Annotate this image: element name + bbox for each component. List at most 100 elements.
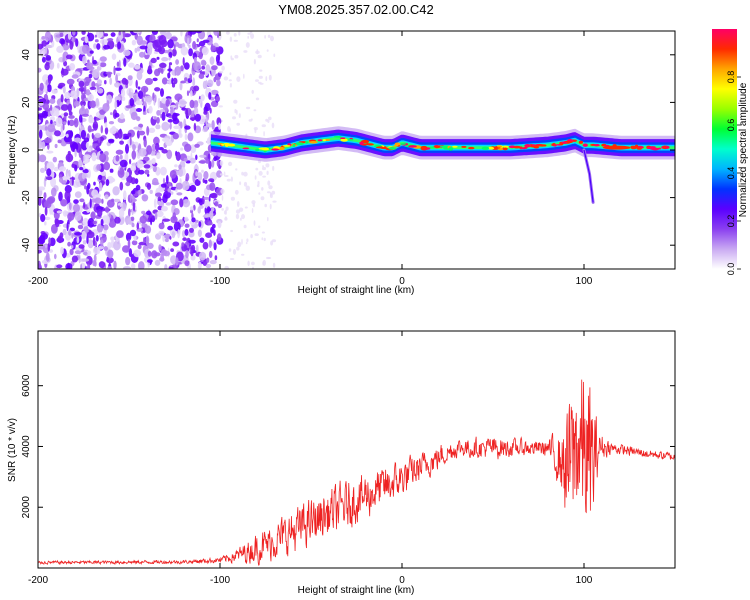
- ridge-hot-spot: [663, 145, 667, 149]
- spectrogram-speckle: [239, 181, 242, 186]
- spectrogram-speckle: [94, 241, 97, 247]
- spectrogram-speckle: [236, 246, 240, 251]
- spectrogram-speckle: [136, 70, 143, 81]
- spectrogram-speckle: [161, 111, 166, 121]
- spectrogram-speckle: [189, 90, 193, 97]
- spectrogram-speckle: [180, 121, 183, 129]
- spectrogram-speckle: [148, 127, 156, 133]
- spectrogram-speckle: [74, 211, 82, 222]
- spectrogram-speckle: [47, 84, 52, 93]
- spectrogram-speckle: [262, 261, 265, 266]
- spectrogram-speckle: [147, 65, 152, 74]
- spectrogram-speckle: [255, 97, 260, 101]
- spectrogram-speckle: [102, 103, 110, 112]
- spectrogram-speckle: [184, 125, 191, 130]
- spectrogram-speckle: [130, 111, 138, 121]
- spectrogram-speckle: [175, 188, 178, 193]
- spectrogram-speckle: [135, 100, 143, 106]
- spectrogram-speckle: [211, 207, 215, 212]
- spectrogram-speckle: [81, 258, 90, 262]
- spectrogram-speckle: [45, 44, 53, 49]
- spectrogram-speckle: [67, 120, 70, 126]
- spectrogram-speckle: [130, 165, 137, 172]
- spectrogram-speckle: [194, 113, 201, 122]
- spectrogram-speckle: [52, 156, 57, 163]
- spectrogram-speckle: [56, 45, 64, 54]
- spectrogram-speckle: [91, 189, 99, 198]
- spectrogram-speckle: [156, 210, 164, 218]
- spectrogram-speckle: [132, 144, 136, 151]
- spectrogram-speckle: [253, 58, 256, 65]
- spectrogram-speckle: [63, 112, 69, 117]
- spectrogram-speckle: [205, 263, 212, 269]
- ridge-hot-spot: [553, 144, 557, 147]
- spectrogram-speckle: [42, 103, 50, 111]
- spectrogram-speckle: [198, 73, 205, 79]
- spectrogram-speckle: [202, 195, 205, 205]
- spectrogram-speckle: [78, 159, 83, 167]
- spectrogram-speckle: [230, 57, 234, 61]
- spectrogram-speckle: [257, 54, 262, 59]
- spectrogram-speckle: [255, 79, 259, 82]
- spectrogram-speckle: [133, 31, 141, 34]
- spectrogram-speckle: [105, 71, 113, 75]
- spectrogram-speckle: [251, 89, 254, 94]
- spectrogram-speckle: [167, 119, 173, 123]
- spectrogram-speckle: [92, 220, 98, 225]
- spectrogram-speckle: [84, 185, 87, 190]
- spectrogram-ridge: [210, 126, 675, 204]
- spectrogram-speckle: [49, 98, 56, 104]
- spectrogram-speckle: [124, 153, 129, 162]
- ridge-hot-spot: [481, 146, 490, 150]
- spectrogram-speckle: [198, 40, 206, 47]
- spectrogram-speckle: [177, 229, 181, 239]
- spectrogram-speckle: [247, 32, 251, 35]
- spectrogram-x-ticks: -200 -100 0 100: [28, 31, 593, 287]
- ridge-hot-spot: [347, 139, 354, 141]
- snr-x-label: Height of straight line (km): [298, 585, 415, 596]
- spectrogram-speckle: [41, 56, 46, 63]
- spectrogram-speckle: [147, 250, 152, 257]
- spectrogram-speckle: [250, 234, 253, 239]
- ridge-hot-spot: [512, 146, 521, 149]
- spectrogram-speckle: [236, 201, 240, 207]
- spectrogram-speckle: [167, 39, 174, 49]
- spectrogram-speckle: [184, 216, 189, 222]
- spectrogram-speckle: [109, 168, 114, 173]
- spectrogram-y-tick-label: 40: [21, 49, 32, 61]
- spectrogram-speckle: [60, 124, 63, 133]
- spectrogram-speckle: [108, 121, 115, 125]
- spectrogram-speckle: [263, 237, 266, 242]
- spectrogram-speckle: [243, 181, 248, 187]
- spectrogram-speckle: [170, 255, 177, 265]
- spectrogram-speckle: [91, 152, 97, 162]
- spectrogram-speckle: [271, 122, 275, 129]
- spectrogram-speckle: [208, 92, 212, 100]
- spectrogram-speckle: [125, 232, 132, 242]
- spectrogram-speckle: [160, 88, 164, 97]
- spectrogram-speckle: [268, 116, 272, 121]
- spectrogram-speckle: [168, 266, 174, 269]
- spectrogram-speckle: [38, 197, 42, 206]
- spectrogram-speckle: [267, 217, 269, 222]
- spectrogram-speckle: [107, 266, 113, 269]
- spectrogram-speckle: [65, 153, 74, 163]
- snr-frame: [37, 330, 676, 569]
- snr-y-tick-label: 6000: [21, 374, 32, 397]
- spectrogram-speckle: [203, 125, 209, 132]
- spectrogram-speckle: [71, 74, 79, 79]
- spectrogram-speckle: [47, 110, 51, 118]
- spectrogram-speckle: [225, 206, 229, 211]
- spectrogram-speckle: [178, 133, 183, 138]
- spectrogram-speckle: [173, 44, 176, 51]
- spectrogram-speckle: [208, 239, 212, 248]
- spectrogram-speckle: [152, 77, 158, 82]
- spectrogram-speckle: [189, 31, 197, 35]
- spectrogram-speckle: [38, 249, 42, 254]
- spectrogram-speckle: [123, 266, 131, 269]
- spectrogram-speckle: [60, 246, 64, 255]
- ridge-hot-spot: [340, 138, 348, 142]
- spectrogram-speckle: [105, 206, 110, 213]
- spectrogram-speckle: [161, 206, 168, 212]
- snr-x-ticks: -200 -100 0 100: [28, 331, 593, 586]
